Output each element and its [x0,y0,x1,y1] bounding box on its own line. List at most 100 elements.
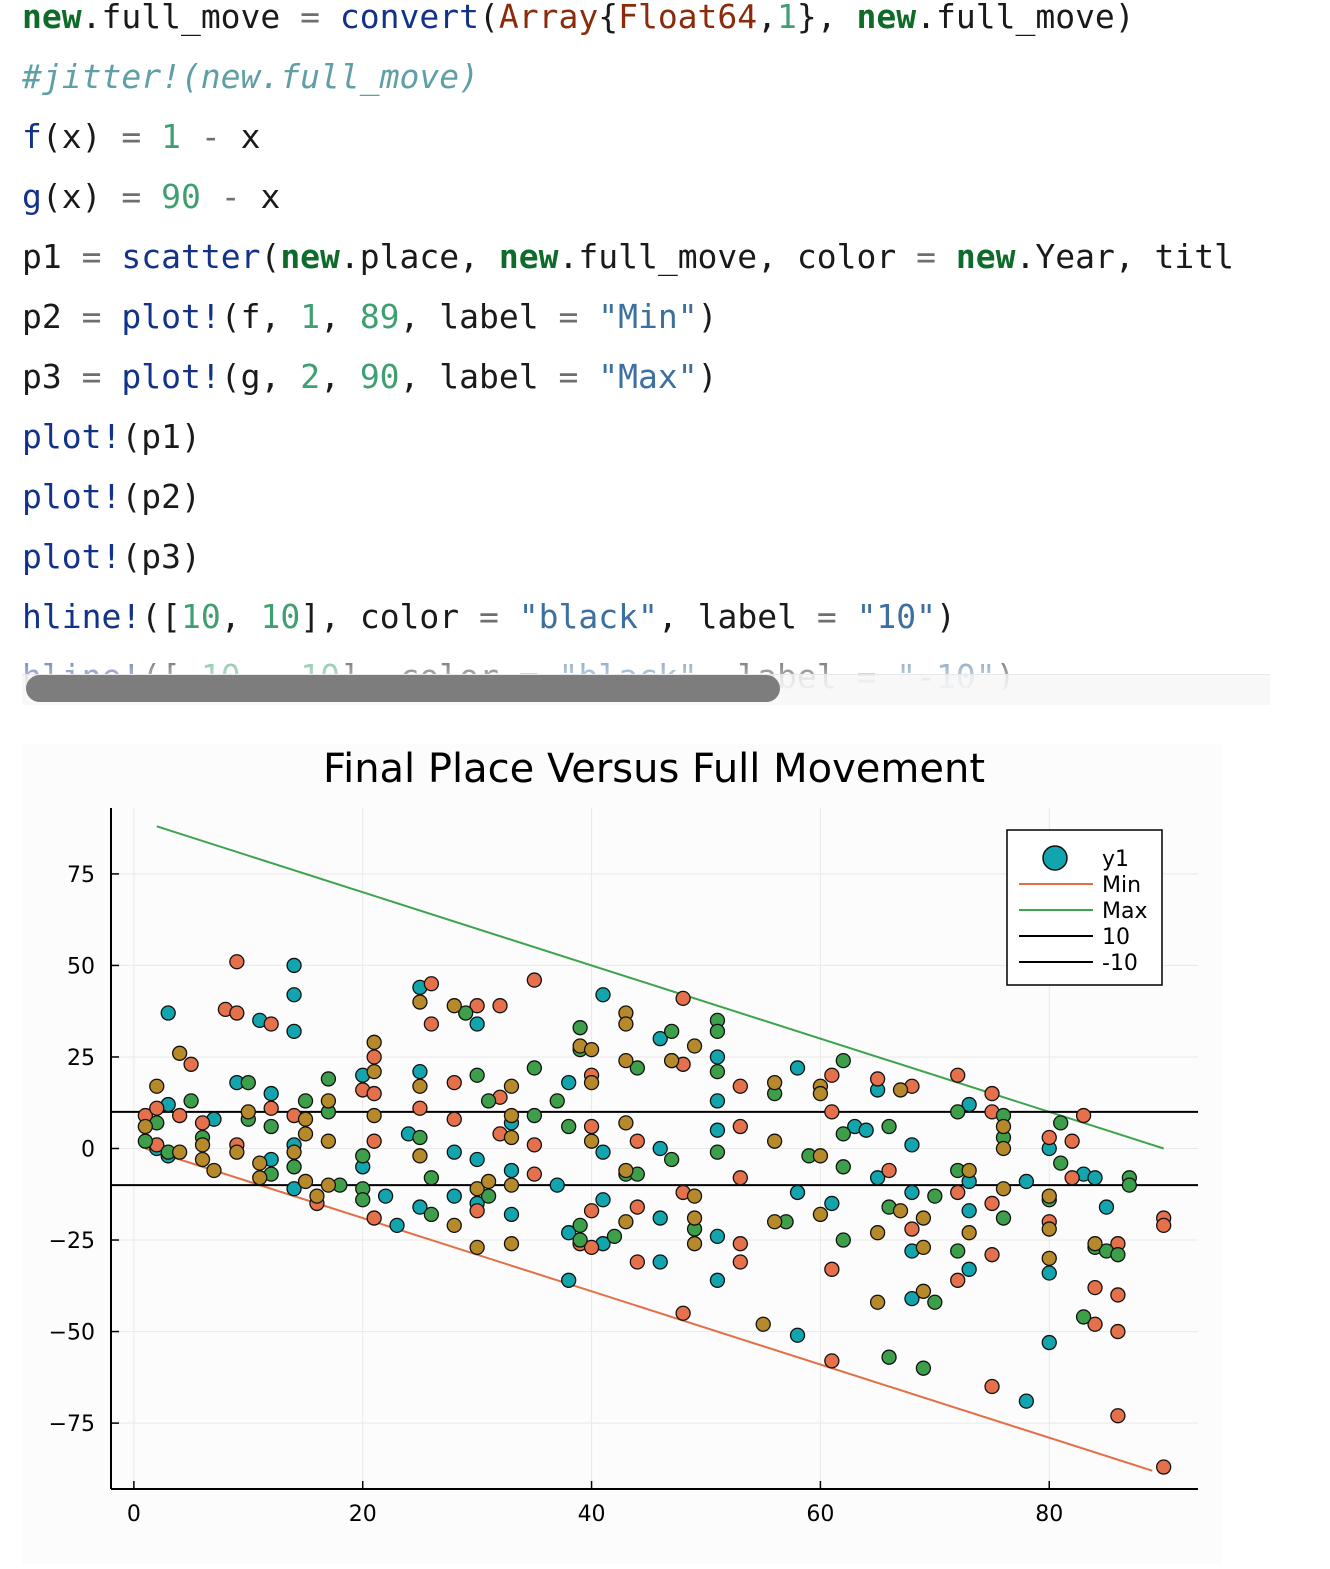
data-point [675,1305,691,1321]
code-token: .place, [339,237,499,276]
data-point [629,1133,645,1149]
data-point [881,1118,897,1135]
data-point [766,1133,783,1149]
legend-label: Max [1102,899,1147,924]
code-token: "black" [518,597,658,636]
data-point [229,1005,245,1021]
code-token: plot! [121,297,221,336]
horizontal-scrollbar-thumb[interactable] [26,675,780,702]
data-point [1156,1217,1172,1234]
data-point [240,1074,256,1091]
legend-label: Min [1102,873,1141,898]
data-point [526,1060,543,1076]
y-tick-label: 0 [81,1138,95,1163]
code-token: = [479,597,499,636]
code-line[interactable]: new.full_move = convert(Array{Float64,1}… [22,0,1135,59]
data-point [1110,1323,1126,1340]
x-tick-label: 60 [806,1502,834,1527]
data-point [995,1118,1012,1135]
code-line[interactable]: plot!(p3) [22,539,201,599]
data-point [309,1188,325,1204]
data-point [1110,1247,1126,1263]
data-point [160,1005,176,1021]
data-point [961,1225,977,1241]
data-point [583,1118,600,1135]
data-point [595,1144,611,1160]
data-point [1087,1236,1103,1252]
data-point [320,1133,337,1149]
data-point [686,1038,703,1054]
code-token: 1 [777,0,797,36]
data-point [950,1104,966,1120]
data-point [824,1104,840,1120]
code-token: scatter [121,237,261,276]
data-point [320,1177,337,1193]
code-token: (p3) [121,537,201,576]
code-token: (p2) [121,477,201,516]
code-token: convert [339,0,479,36]
data-point [172,1144,188,1160]
code-line[interactable]: p3 = plot!(g, 2, 90, label = "Max") [22,359,717,419]
data-point [503,1078,520,1094]
data-point [789,1327,806,1343]
code-token: }, [796,0,857,36]
code-token [320,0,340,36]
code-token: , label [399,297,559,336]
data-point [480,1173,497,1190]
code-token: , label [399,357,559,396]
code-line[interactable]: p1 = scatter(new.place, new.full_move, c… [22,239,1234,299]
data-point [618,1016,634,1032]
data-point [286,987,302,1003]
code-token: - [220,177,241,216]
code-token: plot! [121,357,221,396]
code-line[interactable]: g(x) = 90 - x [22,179,280,239]
code-line[interactable]: hline!([10, 10], color = "black", label … [22,599,956,659]
data-point [835,1052,851,1069]
data-point [469,1151,485,1168]
plot-output: Final Place Versus Full Movement 0 20 40 60… [22,744,1222,1564]
code-token [936,237,956,276]
code-line[interactable]: plot!(p2) [22,479,201,539]
chart-title: Final Place Versus Full Movement [323,746,985,792]
data-point [389,1217,405,1234]
data-point [915,1210,932,1226]
code-editor[interactable]: new.full_move = convert(Array{Float64,1}… [22,0,1270,690]
code-line[interactable]: plot!(p1) [22,419,201,479]
code-token: = [300,0,321,36]
code-token: (x) [41,177,122,216]
code-token [181,117,201,156]
data-point [297,1111,314,1127]
data-point [675,990,691,1007]
code-token: new [856,0,917,36]
data-point [263,1016,279,1032]
data-point [229,954,245,970]
data-point [572,1020,588,1036]
code-token: p3 [22,357,82,396]
code-token: ) [936,597,956,636]
data-point [950,1184,966,1201]
data-point [469,1016,485,1032]
data-point [366,1063,382,1080]
code-token: = [121,117,142,156]
data-point [927,1294,943,1310]
y-tick-label: 75 [67,863,95,888]
code-line[interactable]: #jitter!(new.full_move) [22,59,479,119]
code-token: (p1) [121,417,201,456]
code-token: g [22,177,42,216]
data-point [469,1067,485,1083]
code-line[interactable]: p2 = plot!(f, 1, 89, label = "Min") [22,299,717,359]
code-token: ( [260,237,281,276]
y-tick-label: −25 [49,1229,95,1254]
code-line[interactable]: f(x) = 1 - x [22,119,260,179]
legend-label: y1 [1102,847,1129,872]
code-token: 10 [180,597,221,636]
code-token: p2 [22,297,82,336]
data-point [366,1210,382,1226]
data-point [1098,1199,1115,1215]
legend-label: -10 [1102,951,1138,976]
data-point [881,1349,897,1365]
code-cell[interactable]: new.full_move = convert(Array{Float64,1}… [22,0,1270,705]
code-token: "Min" [598,297,698,336]
data-point [1041,1265,1057,1281]
data-point [583,1041,600,1058]
